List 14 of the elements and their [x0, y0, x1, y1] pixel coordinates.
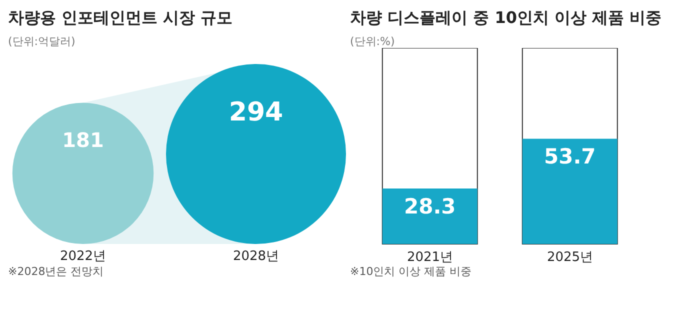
x-tick-label: 2021년: [406, 250, 454, 266]
text: 차량용 인포테인먼트 시장 규모: [8, 8, 234, 29]
text: (단위:억달러): [8, 34, 76, 50]
chart-title: 차량 디스플레이 중 10인치 이상 제품 비중: [350, 8, 663, 29]
data-label: 53.7: [544, 144, 596, 169]
data-label: 294: [228, 98, 284, 128]
category-label: 2022년: [60, 249, 106, 264]
text: ※10인치 이상 제품 비중: [350, 264, 472, 279]
chart-subtitle: (단위:%): [350, 34, 396, 50]
text: ※2028년은 전망치: [8, 264, 104, 279]
x-tick-label: 2025년: [546, 250, 594, 266]
data-label: 28.3: [404, 194, 456, 218]
data-label: 181: [62, 128, 104, 152]
category-label: 2028년: [232, 249, 280, 264]
